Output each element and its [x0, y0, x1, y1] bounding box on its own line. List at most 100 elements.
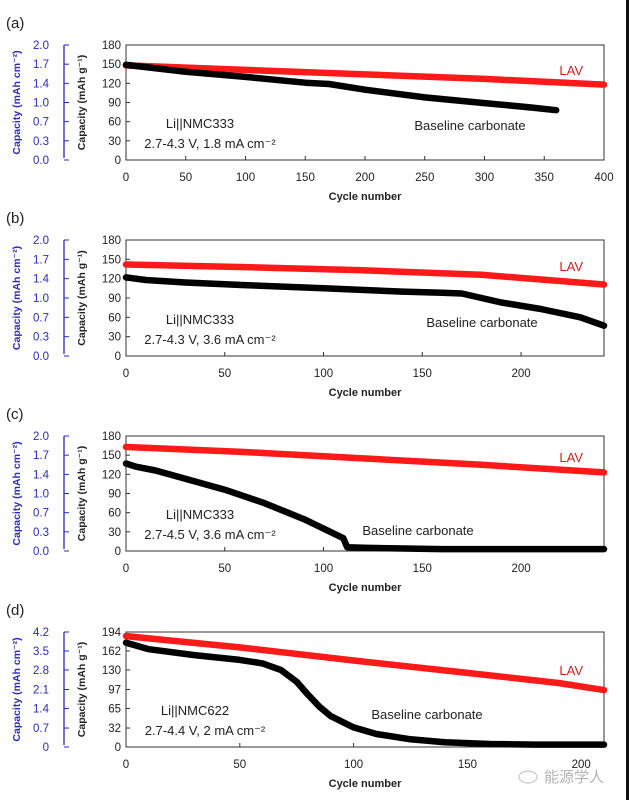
x-axis-title: Cycle number: [329, 582, 402, 594]
legend-baseline-carbonate: Baseline carbonate: [426, 315, 537, 330]
x-tick-label: 200: [511, 368, 530, 380]
chart-panel-c: (c) 0 0.0 30 0.3 60 0.7 90 1.0 120 1.4 150 1.7 180 2.0…: [6, 406, 608, 594]
y-tick-label: 90: [108, 98, 121, 110]
legend-lav: LAV: [559, 663, 583, 678]
x-tick-label: 150: [296, 172, 315, 184]
x-tick-label: 0: [123, 563, 129, 575]
watermark: 能源学人: [518, 769, 604, 786]
x-tick-label: 150: [458, 759, 477, 771]
y-tick-label: 150: [102, 59, 121, 71]
legend-baseline-carbonate: Baseline carbonate: [362, 523, 473, 538]
y-axis-title: Capacity (mAh g⁻¹): [76, 250, 88, 345]
y2-tick-label: 1.0: [33, 489, 49, 501]
y-tick-label: 120: [102, 78, 121, 90]
chart-panel-a: (a) 0 0.0 30 0.3 60 0.7 90 1.0 120 1.4 150 1.7 180 2.0…: [6, 15, 614, 203]
x-tick-label: 0: [123, 172, 129, 184]
y-tick-label: 0: [115, 351, 121, 363]
y2-tick-label: 1.7: [33, 59, 49, 71]
series-lav: [122, 62, 608, 88]
x-tick-label: 200: [355, 172, 374, 184]
y2-tick-label: 1.4: [33, 469, 50, 481]
y-tick-label: 0: [115, 155, 121, 167]
series-baseline-carbonate: [122, 639, 608, 748]
y-tick-label: 150: [102, 254, 121, 266]
y2-tick-label: 1.4: [33, 78, 50, 90]
x-tick-label: 200: [511, 563, 530, 575]
y2-tick-label: 1.7: [33, 254, 49, 266]
y-tick-label: 194: [102, 627, 122, 639]
x-tick-label: 200: [572, 759, 591, 771]
y2-tick-label: 0.7: [33, 117, 49, 129]
y2-tick-label: 0.3: [33, 332, 49, 344]
x-tick-label: 0: [123, 759, 129, 771]
y2-tick-label: 0.0: [33, 351, 49, 363]
y-tick-label: 30: [108, 136, 121, 148]
image-border: [626, 0, 629, 800]
y2-tick-label: 0.7: [33, 312, 49, 324]
y-tick-label: 90: [108, 293, 121, 305]
x-tick-label: 50: [218, 563, 231, 575]
y2-axis-title: Capacity (mAh cm⁻²): [11, 50, 23, 154]
x-tick-label: 50: [233, 759, 246, 771]
annotation-conditions: 2.7-4.3 V, 1.8 mA cm⁻²: [144, 136, 276, 151]
y2-tick-label: 2.0: [33, 431, 49, 443]
y-tick-label: 30: [108, 527, 121, 539]
x-tick-label: 250: [415, 172, 434, 184]
annotation-cell: Li||NMC333: [166, 116, 234, 131]
x-tick-label: 100: [236, 172, 255, 184]
y2-tick-label: 0.7: [33, 508, 49, 520]
y2-tick-label: 0.0: [33, 546, 49, 558]
y-tick-label: 180: [102, 431, 121, 443]
panel-label: (b): [6, 210, 24, 227]
y2-tick-label: 1.0: [33, 98, 49, 110]
y2-tick-label: 2.8: [33, 665, 49, 677]
panel-label: (a): [6, 15, 24, 32]
annotation-cell: Li||NMC333: [166, 312, 234, 327]
series-lav: [122, 632, 608, 694]
y2-axis-title: Capacity (mAh cm⁻²): [11, 441, 23, 545]
y2-tick-label: 2.1: [33, 685, 49, 697]
y-tick-label: 60: [108, 312, 121, 324]
y2-tick-label: 0.3: [33, 527, 49, 539]
series-lav: [122, 443, 608, 476]
y2-tick-label: 0.0: [33, 155, 49, 167]
y2-tick-label: 0.7: [33, 723, 49, 735]
y-tick-label: 60: [108, 508, 121, 520]
legend-lav: LAV: [559, 63, 583, 78]
y2-tick-label: 1.4: [33, 274, 50, 286]
legend-baseline-carbonate: Baseline carbonate: [371, 707, 482, 722]
panel-label: (c): [6, 406, 24, 423]
y2-axis-title: Capacity (mAh cm⁻²): [11, 637, 23, 741]
x-tick-label: 100: [314, 563, 333, 575]
x-axis-title: Cycle number: [329, 778, 402, 790]
y2-tick-label: 0.3: [33, 136, 49, 148]
y-axis-title: Capacity (mAh g⁻¹): [76, 446, 88, 541]
series-baseline-carbonate: [122, 274, 608, 329]
y2-tick-label: 3.5: [33, 646, 49, 658]
y-tick-label: 97: [108, 685, 121, 697]
y2-tick-label: 1.0: [33, 293, 49, 305]
annotation-cell: Li||NMC333: [166, 507, 234, 522]
annotation-conditions: 2.7-4.3 V, 3.6 mA cm⁻²: [144, 332, 276, 347]
x-axis-title: Cycle number: [329, 191, 402, 203]
y2-tick-label: 1.7: [33, 450, 49, 462]
legend-lav: LAV: [559, 259, 583, 274]
y-tick-label: 32: [108, 723, 121, 735]
annotation-cell: Li||NMC622: [161, 703, 229, 718]
y-tick-label: 0: [115, 742, 121, 754]
x-axis-title: Cycle number: [329, 387, 402, 399]
x-tick-label: 350: [535, 172, 554, 184]
x-tick-label: 300: [475, 172, 494, 184]
y-tick-label: 180: [102, 235, 121, 247]
y-tick-label: 90: [108, 489, 121, 501]
wechat-icon: [518, 770, 538, 784]
x-tick-label: 150: [413, 563, 432, 575]
y2-tick-label: 0: [43, 742, 49, 754]
y2-axis-title: Capacity (mAh cm⁻²): [11, 246, 23, 350]
y2-tick-label: 2.0: [33, 235, 49, 247]
series-baseline-carbonate: [122, 61, 560, 114]
chart-panel-b: (b) 0 0.0 30 0.3 60 0.7 90 1.0 120 1.4 150 1.7 180 2.0…: [6, 210, 608, 399]
series-baseline-carbonate: [122, 460, 608, 553]
y-tick-label: 30: [108, 332, 121, 344]
y-axis-title: Capacity (mAh g⁻¹): [76, 642, 88, 737]
